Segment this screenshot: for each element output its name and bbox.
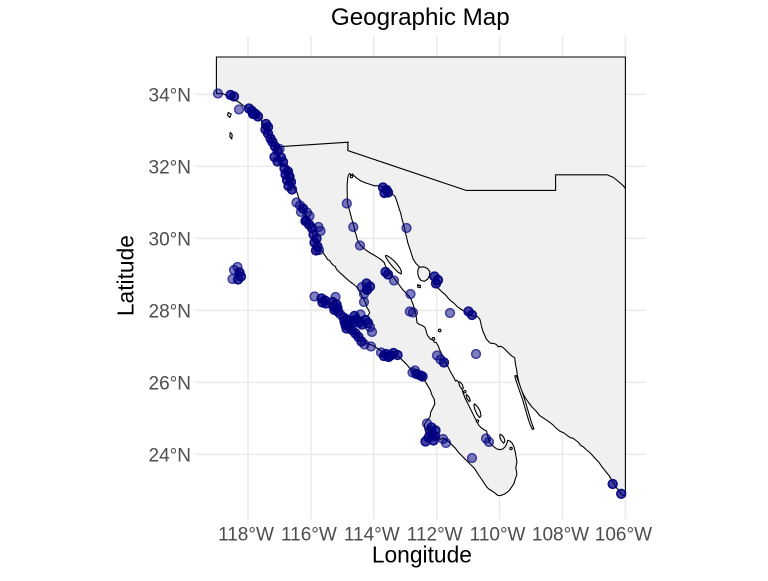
- svg-text:108°W: 108°W: [532, 525, 589, 546]
- svg-text:Longitude: Longitude: [372, 542, 472, 568]
- svg-text:110°W: 110°W: [470, 525, 526, 546]
- svg-text:30°N: 30°N: [149, 230, 191, 251]
- svg-text:34°N: 34°N: [149, 86, 191, 107]
- svg-text:Geographic Map: Geographic Map: [331, 4, 510, 31]
- svg-text:118°W: 118°W: [218, 525, 274, 546]
- svg-text:32°N: 32°N: [149, 158, 191, 179]
- svg-text:Latitude: Latitude: [113, 235, 139, 316]
- svg-text:116°W: 116°W: [281, 525, 337, 546]
- svg-text:114°W: 114°W: [344, 525, 400, 546]
- svg-text:24°N: 24°N: [149, 446, 191, 467]
- svg-text:112°W: 112°W: [407, 525, 463, 546]
- svg-text:26°N: 26°N: [149, 374, 191, 395]
- svg-text:106°W: 106°W: [595, 525, 652, 546]
- svg-text:28°N: 28°N: [149, 302, 191, 323]
